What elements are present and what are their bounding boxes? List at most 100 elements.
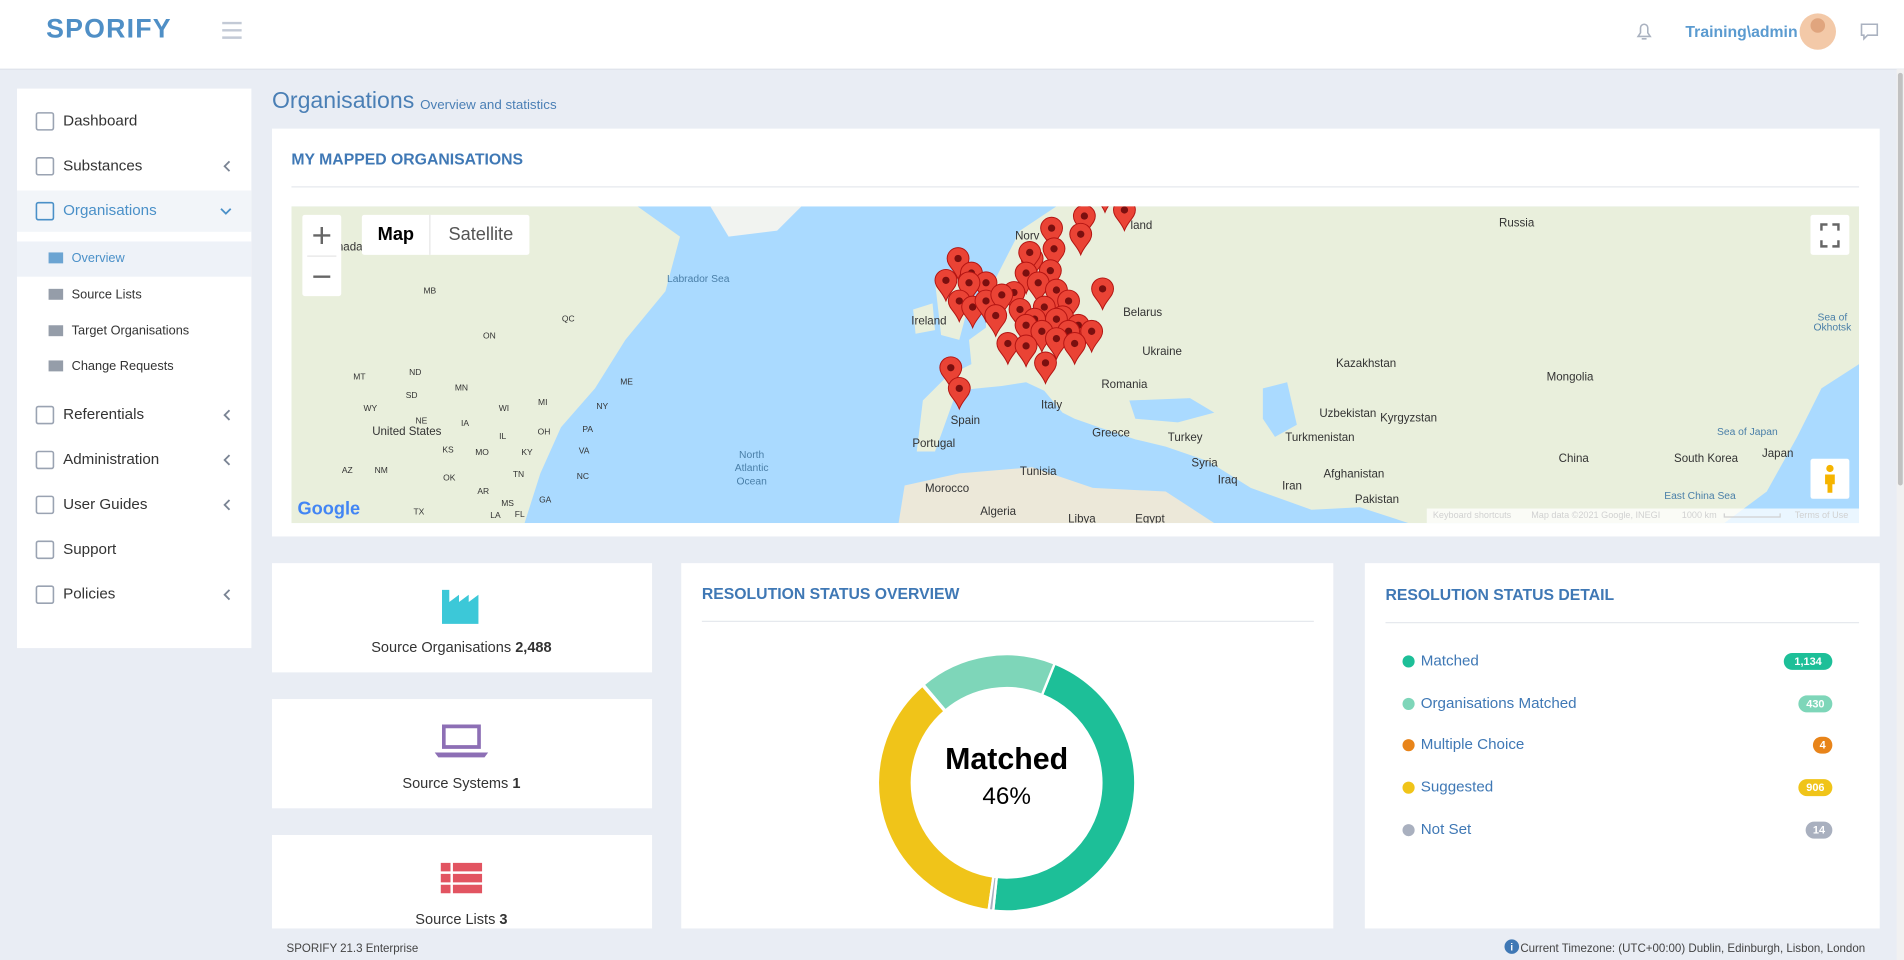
expand-arrow[interactable] [223, 499, 231, 511]
chat-icon[interactable] [1860, 23, 1879, 41]
pin-dot [998, 291, 1006, 299]
map-pin[interactable] [1072, 205, 1096, 239]
menu-item[interactable]: Policies [63, 586, 116, 603]
submenu-item[interactable]: Source Lists [72, 286, 142, 301]
chart-panel [681, 563, 1334, 929]
menu-item[interactable]: Support [63, 541, 117, 558]
map-label: Belarus [1123, 307, 1162, 319]
google-logo: Google [297, 499, 360, 519]
map-label: AZ [342, 465, 353, 475]
map-label: QC [562, 313, 575, 323]
map-label: WI [499, 403, 509, 413]
map-pin[interactable] [1094, 181, 1116, 214]
fullscreen-button[interactable] [1810, 214, 1850, 255]
pin-dot [1047, 224, 1056, 232]
map-label: MB [423, 286, 436, 296]
expand-arrow[interactable] [220, 208, 232, 215]
map-pin[interactable] [1063, 332, 1087, 366]
menu-item[interactable]: Dashboard [63, 112, 137, 129]
pin-dot [1016, 305, 1024, 314]
map-label: Tunisia [1020, 466, 1057, 478]
map-label: Okhotsk [1813, 322, 1852, 333]
map-label: land [1131, 220, 1153, 232]
map-pin[interactable] [984, 304, 1008, 338]
map-pin[interactable] [1069, 222, 1093, 257]
map-label: Morocco [925, 483, 969, 495]
expand-arrow[interactable] [223, 589, 231, 601]
pin-dot [1046, 267, 1054, 275]
map-pin[interactable] [990, 283, 1014, 317]
status-count: 1,134 [1794, 656, 1821, 668]
stat-text: Source Lists 3 [415, 912, 507, 928]
submenu-item[interactable]: Overview [72, 250, 126, 265]
pin-dot [1088, 327, 1096, 335]
pin-dot [1120, 206, 1129, 214]
map-label: LA [490, 510, 501, 520]
expand-arrow[interactable] [223, 409, 231, 421]
user-name[interactable]: Training\admin [1685, 24, 1797, 41]
logo[interactable]: SPORIFY [46, 13, 172, 43]
donut-segment[interactable] [991, 661, 1137, 913]
land [916, 206, 1860, 524]
map-pin[interactable] [996, 332, 1020, 366]
submenu-item[interactable]: Target Organisations [72, 323, 190, 338]
map-type-control [361, 214, 530, 255]
submenu-item[interactable]: Change Requests [72, 358, 174, 373]
expand-arrow[interactable] [223, 160, 231, 172]
map-label: GA [539, 494, 552, 504]
map[interactable]: Russia Labrador Sea Ireland Belarus Ukraine K… [291, 181, 1860, 526]
menu-item[interactable]: Organisations [63, 202, 157, 219]
attribution-bar [1426, 508, 1860, 524]
zoom-in[interactable] [313, 226, 331, 244]
pin-dot [1052, 286, 1061, 294]
map-pin[interactable] [934, 269, 958, 303]
menu-item[interactable]: Referentials [63, 406, 144, 423]
stat-label: Source Organisations [371, 640, 511, 656]
map-label: nada [337, 242, 363, 254]
map-pin[interactable] [1034, 351, 1057, 385]
factory-icon [442, 589, 479, 624]
map-pin[interactable] [1091, 277, 1114, 311]
map-button[interactable]: Map [378, 224, 414, 244]
donut-segment[interactable] [987, 875, 999, 913]
status-count: 14 [1813, 825, 1825, 837]
map-pin[interactable] [939, 356, 963, 390]
menu-toggle[interactable] [222, 21, 242, 39]
map-pin[interactable] [1014, 334, 1038, 368]
status-label[interactable]: Matched [1421, 652, 1479, 669]
map-label: Algeria [980, 506, 1016, 518]
map-pin[interactable] [1018, 241, 1042, 275]
map-label: Romania [1101, 379, 1148, 391]
map-label: Kyrgyzstan [1380, 413, 1437, 425]
status-icon [1402, 781, 1415, 794]
map-label: Japan [1762, 448, 1793, 460]
stat-value: 3 [499, 912, 507, 928]
pin-dot [1004, 339, 1012, 348]
map-pin[interactable] [1040, 216, 1063, 251]
bell-icon[interactable] [1636, 23, 1652, 40]
status-label[interactable]: Suggested [1421, 779, 1494, 796]
scrollbar-thumb[interactable] [1897, 72, 1903, 486]
menu-item[interactable]: Administration [63, 451, 159, 468]
map-label: MI [538, 397, 547, 407]
map-label: Uzbekistan [1319, 408, 1376, 420]
status-label[interactable]: Multiple Choice [1421, 736, 1525, 753]
map-label: WY [364, 403, 378, 413]
status-label[interactable]: Not Set [1421, 821, 1472, 838]
map-pin[interactable] [1042, 237, 1066, 271]
map-pin[interactable] [947, 377, 971, 411]
expand-arrow[interactable] [223, 454, 231, 466]
map-pin[interactable] [1113, 199, 1136, 232]
menu-item[interactable]: Substances [63, 157, 143, 174]
donut-segment[interactable] [876, 683, 995, 912]
status-label[interactable]: Organisations Matched [1421, 695, 1577, 712]
pin-dot [1052, 334, 1061, 343]
map-label: Russia [1499, 217, 1535, 229]
menu-item[interactable]: User Guides [63, 496, 148, 513]
submenu-icon [48, 288, 64, 300]
map-label: Kazakhstan [1336, 358, 1396, 370]
pin-dot [982, 279, 990, 287]
satellite-button[interactable]: Satellite [448, 224, 513, 244]
map-label: SD [406, 390, 418, 400]
